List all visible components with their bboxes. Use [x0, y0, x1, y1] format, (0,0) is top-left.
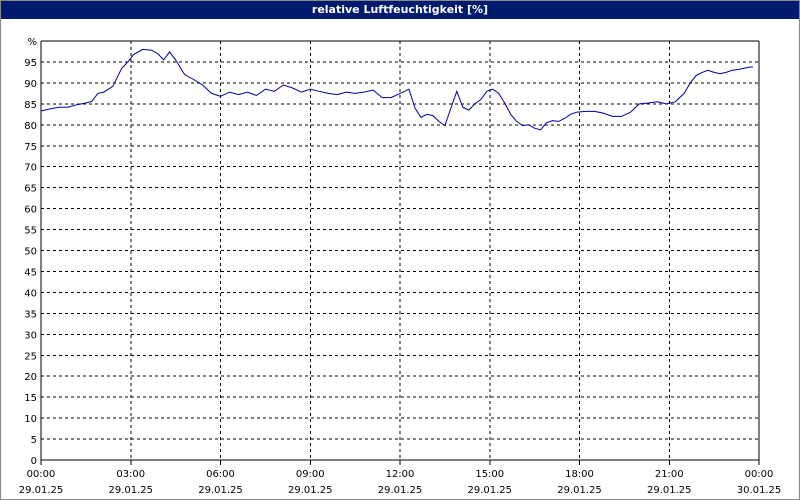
x-tick-date-label: 29.01.25 — [557, 485, 602, 496]
x-tick-time-label: 18:00 — [565, 469, 594, 480]
chart-title: relative Luftfeuchtigkeit [%] — [1, 1, 799, 19]
y-tick-label: 95 — [24, 58, 37, 69]
y-tick-label: 55 — [24, 226, 37, 237]
y-tick-label: 45 — [24, 267, 37, 278]
x-tick-date-label: 29.01.25 — [19, 485, 64, 496]
y-tick-label: 80 — [24, 121, 37, 132]
y-tick-label: 5 — [31, 435, 37, 446]
x-tick-date-label: 30.01.25 — [737, 485, 782, 496]
y-tick-label: 10 — [24, 414, 37, 425]
y-tick-label: 25 — [24, 351, 37, 362]
x-tick-date-label: 29.01.25 — [647, 485, 692, 496]
x-tick-time-label: 00:00 — [745, 469, 774, 480]
y-tick-label: 85 — [24, 100, 37, 111]
x-tick-time-label: 09:00 — [296, 469, 325, 480]
x-tick-time-label: 15:00 — [475, 469, 504, 480]
x-tick-date-label: 29.01.25 — [378, 485, 423, 496]
y-tick-label: 70 — [24, 163, 37, 174]
y-tick-label: 20 — [24, 372, 37, 383]
x-tick-time-label: 00:00 — [27, 469, 56, 480]
x-tick-time-label: 12:00 — [386, 469, 415, 480]
y-tick-label: 60 — [24, 205, 37, 216]
x-tick-time-label: 06:00 — [206, 469, 235, 480]
y-tick-label: 15 — [24, 393, 37, 404]
y-tick-label: 90 — [24, 79, 37, 90]
y-tick-label: 35 — [24, 309, 37, 320]
x-tick-date-label: 29.01.25 — [288, 485, 333, 496]
x-tick-time-label: 21:00 — [655, 469, 684, 480]
y-axis-unit-label: % — [27, 37, 37, 48]
y-tick-label: 50 — [24, 247, 37, 258]
x-tick-time-label: 03:00 — [116, 469, 145, 480]
y-tick-label: 40 — [24, 288, 37, 299]
x-tick-date-label: 29.01.25 — [467, 485, 512, 496]
x-tick-date-label: 29.01.25 — [108, 485, 153, 496]
y-tick-label: 65 — [24, 184, 37, 195]
x-tick-date-label: 29.01.25 — [198, 485, 243, 496]
humidity-series-line — [40, 48, 753, 131]
y-tick-label: 75 — [24, 142, 37, 153]
y-tick-label: 30 — [24, 330, 37, 341]
y-tick-label: 0 — [31, 456, 37, 467]
